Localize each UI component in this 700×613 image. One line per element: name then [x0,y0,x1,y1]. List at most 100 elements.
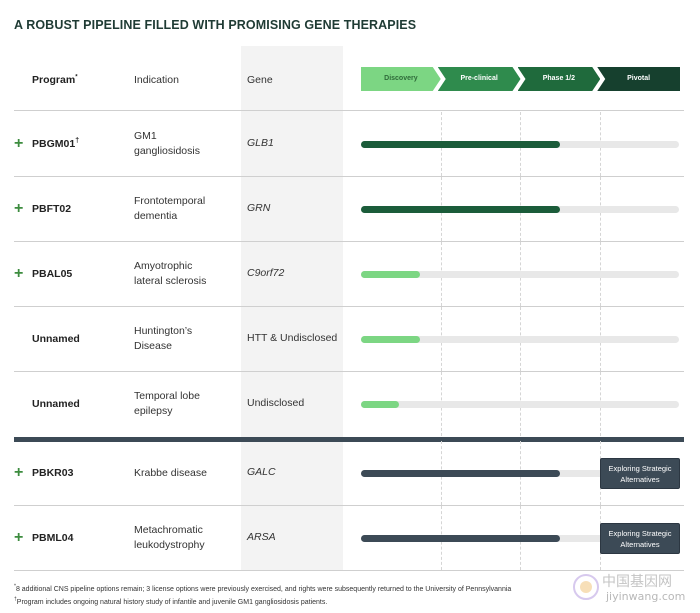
indication-line-1: Amyotrophic [134,260,193,272]
program-name-text: PBFT02 [32,203,72,215]
expand-plus-icon[interactable]: + [14,265,24,282]
divider [14,110,684,111]
gene-name: GLB1 [247,137,274,149]
indication-line-1: Krabbe disease [134,467,207,479]
expand-plus-icon[interactable]: + [14,529,24,546]
header-indication: Indication [134,74,179,86]
gene-name: HTT & Undisclosed [247,332,338,344]
page-title: A ROBUST PIPELINE FILLED WITH PROMISING … [14,18,417,32]
program-name: PBML04 [32,532,73,544]
table-row: + PBML04 Metachromatic leukodystrophy ARSA Ex… [14,506,684,570]
program-name-text: PBAL05 [32,268,73,280]
phase-header: Discovery Pre-clinical Phase 1/2 Pivotal [361,67,680,91]
program-name-text: PBGM01 [32,138,76,150]
gene-name: GALC [247,466,276,478]
indication: Metachromatic leukodystrophy [134,523,239,553]
status-badge-line-2: Alternatives [620,540,660,549]
header-program-footnote-mark: * [75,74,78,81]
status-badge: Exploring Strategic Alternatives [600,523,680,554]
indication: GM1 gangliosidosis [134,129,239,159]
indication-line-1: Frontotemporal [134,195,206,207]
footnote-2-text: Program includes ongoing natural history… [16,599,328,606]
phase-1: Pre-clinical [438,67,521,91]
status-badge: Exploring Strategic Alternatives [600,458,680,489]
program-name-text: Unnamed [32,398,80,410]
watermark-cn: 中国基因网 [602,573,672,589]
indication: Huntington’s Disease [134,324,239,354]
indication-line-2: epilepsy [134,405,173,417]
progress-fill [361,470,560,477]
phase-2: Phase 1/2 [518,67,601,91]
progress-track [361,535,679,542]
phase-0: Discovery [361,67,441,91]
program-name: Unnamed [32,333,80,345]
progress-fill [361,206,560,213]
gene-column-background [241,46,343,570]
indication-line-2: Disease [134,340,172,352]
header-gene: Gene [247,74,273,86]
indication: Amyotrophic lateral sclerosis [134,259,239,289]
gene-name: C9orf72 [247,267,285,279]
indication-line-2: lateral sclerosis [134,275,207,287]
indication-line-2: leukodystrophy [134,539,205,551]
indication-line-1: Metachromatic [134,524,203,536]
divider [14,371,684,372]
indication-line-1: Huntington’s [134,325,193,337]
program-name: PBKR03 [32,467,73,479]
indication-line-1: GM1 [134,130,157,142]
expand-plus-icon[interactable]: + [14,135,24,152]
section-divider [14,437,684,442]
indication-line-2: gangliosidosis [134,145,200,157]
phase-3: Pivotal [597,67,680,91]
watermark-logo-icon [573,574,599,600]
program-name: Unnamed [32,398,80,410]
divider [14,176,684,177]
indication: Krabbe disease [134,466,239,481]
footnote-2-mark: † [14,596,17,603]
gene-name: Undisclosed [247,397,305,409]
program-name: PBGM01† [32,137,80,151]
progress-track [361,470,679,477]
watermark: 中国基因网 jiyinwang.com [572,571,690,607]
program-footnote-mark: † [75,137,80,145]
header-program: Program* [32,74,78,86]
expand-plus-icon[interactable]: + [14,200,24,217]
table-row: + PBGM01† GM1 gangliosidosis GLB1 [14,112,684,176]
status-badge-line-2: Alternatives [620,475,660,484]
progress-track [361,141,679,148]
footnote-1: *8 additional CNS pipeline options remai… [14,583,512,593]
divider [14,570,684,571]
status-badge-line-1: Exploring Strategic [608,529,672,538]
indication: Frontotemporal dementia [134,194,239,224]
watermark-en: jiyinwang.com [606,590,686,603]
divider [14,241,684,242]
progress-track [361,271,679,278]
divider [14,505,684,506]
status-badge-line-1: Exploring Strategic [608,464,672,473]
progress-fill [361,271,420,278]
progress-fill [361,401,400,408]
progress-fill [361,141,560,148]
program-name-text: Unnamed [32,333,80,345]
table-row: + PBFT02 Frontotemporal dementia GRN [14,177,684,241]
gene-name: GRN [247,202,271,214]
progress-fill [361,535,560,542]
footnote-2: †Program includes ongoing natural histor… [14,596,328,606]
table-row: + PBKR03 Krabbe disease GALC Exploring Strat… [14,441,684,505]
program-name: PBFT02 [32,203,71,215]
program-name-text: PBML04 [32,532,74,544]
divider [14,306,684,307]
footnote-1-text: 8 additional CNS pipeline options remain… [15,586,512,593]
gene-name: ARSA [247,531,276,543]
indication-line-2: dementia [134,210,178,222]
header-program-label: Program [32,74,76,86]
program-name: PBAL05 [32,268,72,280]
progress-track [361,206,679,213]
footnote-1-mark: * [14,583,16,590]
table-header: Program* Indication Gene [14,46,684,110]
table-row: Unnamed Temporal lobe epilepsy Undisclosed [14,372,684,436]
table-row: + PBAL05 Amyotrophic lateral sclerosis C9orf… [14,242,684,306]
expand-plus-icon[interactable]: + [14,464,24,481]
program-name-text: PBKR03 [32,467,74,479]
progress-fill [361,336,420,343]
